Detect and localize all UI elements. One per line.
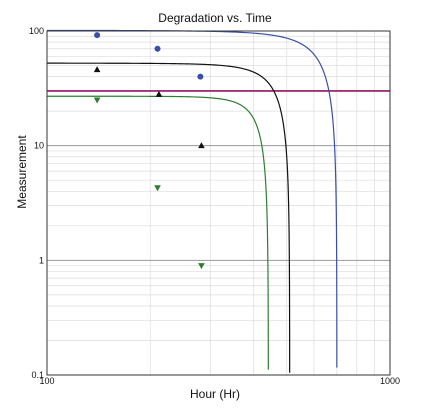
x-axis-label: Hour (Hr) [190, 387, 240, 401]
data-point [93, 66, 101, 73]
plot-frame [46, 30, 391, 376]
data-points [93, 32, 205, 270]
data-point [198, 142, 205, 149]
data-point [198, 263, 205, 270]
chart-title: Degradation vs. Time [158, 11, 272, 25]
y-tick-label: 0.1 [31, 370, 44, 380]
data-point [155, 90, 163, 97]
y-tick-label: 1 [39, 255, 44, 265]
y-axis-label: Measurement [15, 135, 29, 209]
fit-curve [47, 62, 291, 373]
fit-curve [46, 29, 338, 368]
y-tick-label: 10 [34, 141, 44, 151]
data-point [197, 73, 204, 80]
major-grid [47, 145, 390, 261]
data-point [93, 97, 101, 104]
minor-grid [47, 31, 390, 375]
x-tick-label: 100 [39, 376, 54, 386]
tick-labels: 0.1 1 10 100 100 1000 [29, 26, 400, 386]
fit-curves [46, 29, 338, 373]
data-point [154, 185, 161, 192]
fit-curve [47, 95, 269, 370]
data-point [154, 45, 161, 52]
y-tick-label: 100 [29, 26, 44, 36]
data-point [94, 32, 101, 39]
x-tick-label: 1000 [380, 376, 400, 386]
